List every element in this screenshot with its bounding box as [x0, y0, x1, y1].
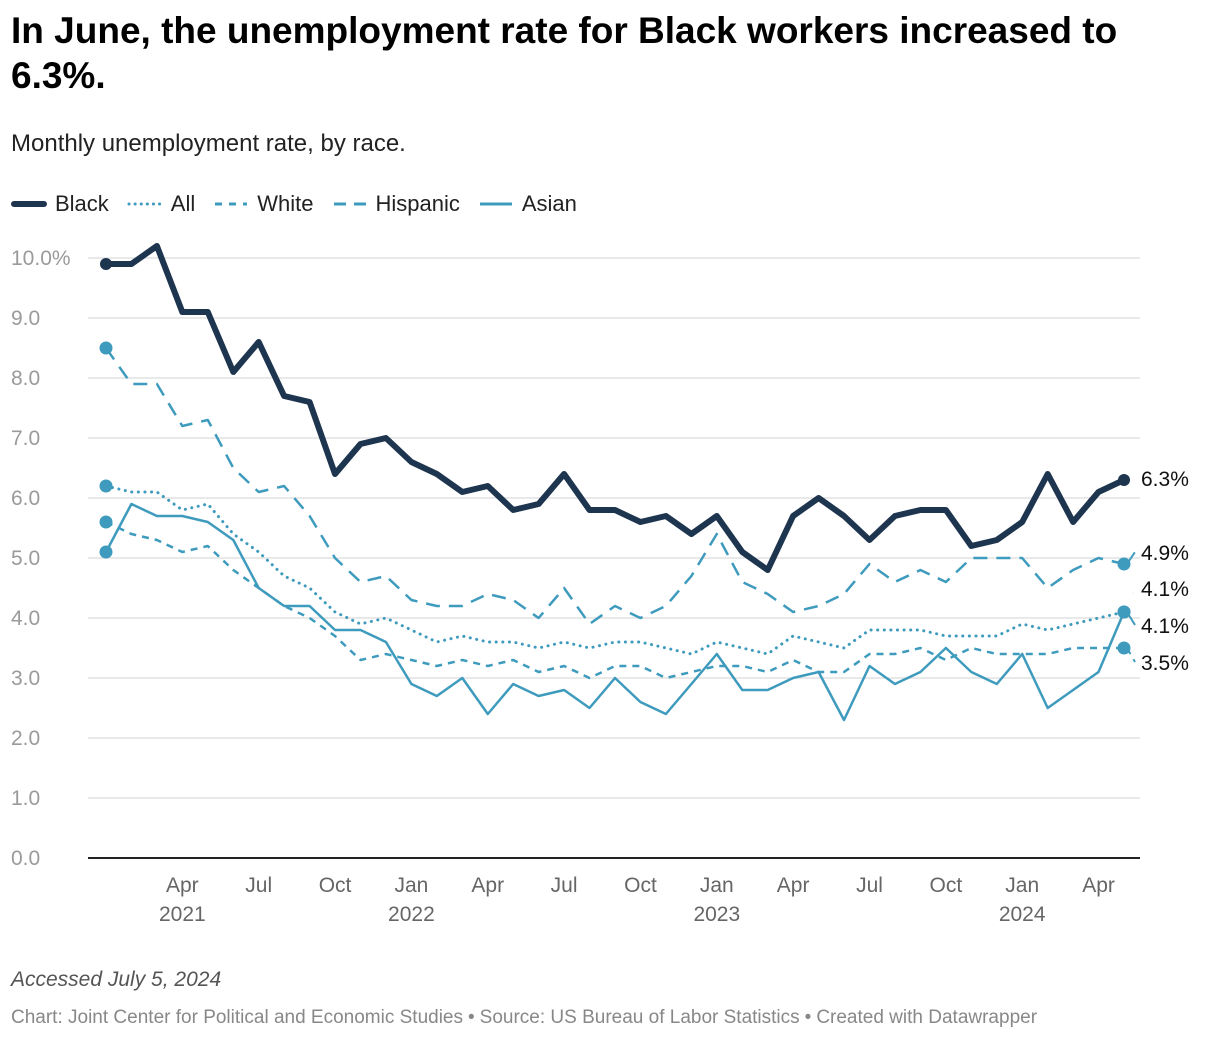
x-tick-label: Apr — [166, 874, 199, 897]
series-start-dot-hispanic — [99, 341, 113, 355]
legend-label-hispanic: Hispanic — [375, 191, 460, 216]
x-tick-label: Apr — [471, 874, 504, 897]
credit-separator: • — [468, 1007, 475, 1028]
credit-separator: • — [804, 1007, 812, 1028]
series-start-dot-white — [99, 515, 113, 529]
y-tick-label: 5.0 — [11, 547, 40, 570]
chart-title: In June, the unemployment rate for Black… — [11, 10, 1118, 96]
legend-swatch-white — [215, 202, 248, 206]
credit-source: Source: US Bureau of Labor Statistics — [479, 1007, 800, 1028]
legend-label-black: Black — [55, 191, 109, 216]
x-tick-label: Jul — [245, 874, 272, 897]
y-tick-label: 1.0 — [11, 787, 40, 810]
credit-chart: Chart: Joint Center for Political and Ec… — [11, 1007, 463, 1028]
legend-swatch-asian — [479, 202, 512, 206]
y-tick-label: 9.0 — [11, 307, 40, 330]
x-tick-label: Jan — [394, 874, 428, 897]
series-end-dot-black — [1118, 474, 1130, 486]
series-start-dot-all — [99, 479, 113, 493]
end-label-white: 3.5% — [1141, 652, 1189, 675]
y-tick-label: 2.0 — [11, 727, 40, 750]
x-tick-year-label: 2023 — [693, 903, 740, 926]
legend-label-asian: Asian — [521, 191, 577, 216]
legend-swatch-black — [11, 201, 47, 207]
x-tick-label: Apr — [777, 874, 810, 897]
end-label-black: 6.3% — [1141, 468, 1189, 491]
line-chart: 10.0% 9.0 8.0 7.0 6.0 5.0 4.0 3.0 2.0 1.0 0.0 Apr 20… — [11, 243, 1189, 926]
y-tick-label: 6.0 — [11, 487, 40, 510]
series-line-hispanic — [104, 347, 1125, 626]
legend-label-white: White — [257, 191, 314, 216]
series-end-dot-white — [1117, 641, 1131, 655]
legend-item-asian: Asian — [478, 191, 577, 217]
x-tick-label: Jul — [551, 874, 578, 897]
legend-item-all: All — [127, 191, 195, 217]
end-label-asian: 4.1% — [1141, 615, 1189, 638]
accessed-note: Accessed July 5, 2024 — [11, 968, 222, 991]
x-tick-year-label: 2021 — [159, 903, 206, 926]
series-line-white — [105, 520, 1124, 680]
series-start-dot-asian — [99, 545, 113, 559]
series-line-asian — [104, 502, 1126, 722]
y-tick-label: 10.0% — [11, 247, 71, 270]
x-tick-label: Apr — [1082, 874, 1115, 897]
x-tick-label: Oct — [319, 874, 352, 897]
end-label-connector-white — [1126, 647, 1136, 663]
legend-item-white: White — [213, 191, 314, 217]
y-tick-label: 3.0 — [11, 667, 40, 690]
y-tick-label: 4.0 — [11, 607, 40, 630]
legend-item-hispanic: Hispanic — [332, 191, 460, 217]
legend-swatch-hispanic — [333, 202, 366, 206]
x-tick-label: Jan — [1005, 874, 1039, 897]
series-end-dot-hispanic — [1117, 557, 1131, 571]
end-label-hispanic: 4.9% — [1141, 542, 1189, 565]
legend-swatch-all — [127, 202, 163, 206]
x-tick-label: Oct — [930, 874, 963, 897]
x-tick-year-label: 2024 — [999, 903, 1046, 926]
credit-tool: Created with Datawrapper — [816, 1007, 1038, 1028]
y-tick-label: 8.0 — [11, 367, 40, 390]
y-tick-label: 7.0 — [11, 427, 40, 450]
series-line-black — [103, 243, 1127, 573]
legend-label-all: All — [170, 191, 196, 216]
series-end-dot-all — [1117, 605, 1131, 619]
end-label-connector-hispanic — [1126, 551, 1136, 565]
end-label-all: 4.1% — [1141, 578, 1189, 601]
legend-item-black: Black — [11, 191, 109, 217]
x-tick-year-label: 2022 — [388, 903, 435, 926]
x-tick-label: Jul — [856, 874, 883, 897]
end-label-connector-asian — [1126, 611, 1136, 626]
x-tick-label: Oct — [624, 874, 657, 897]
y-tick-label: 0.0 — [11, 847, 40, 870]
series-start-dot-black — [100, 258, 112, 270]
credit-line: Chart: Joint Center for Political and Ec… — [11, 1007, 1037, 1029]
chart-subtitle: Monthly unemployment rate, by race. — [11, 130, 406, 157]
x-tick-label: Jan — [700, 874, 734, 897]
legend: Black All White Hispanic Asian — [11, 188, 595, 220]
